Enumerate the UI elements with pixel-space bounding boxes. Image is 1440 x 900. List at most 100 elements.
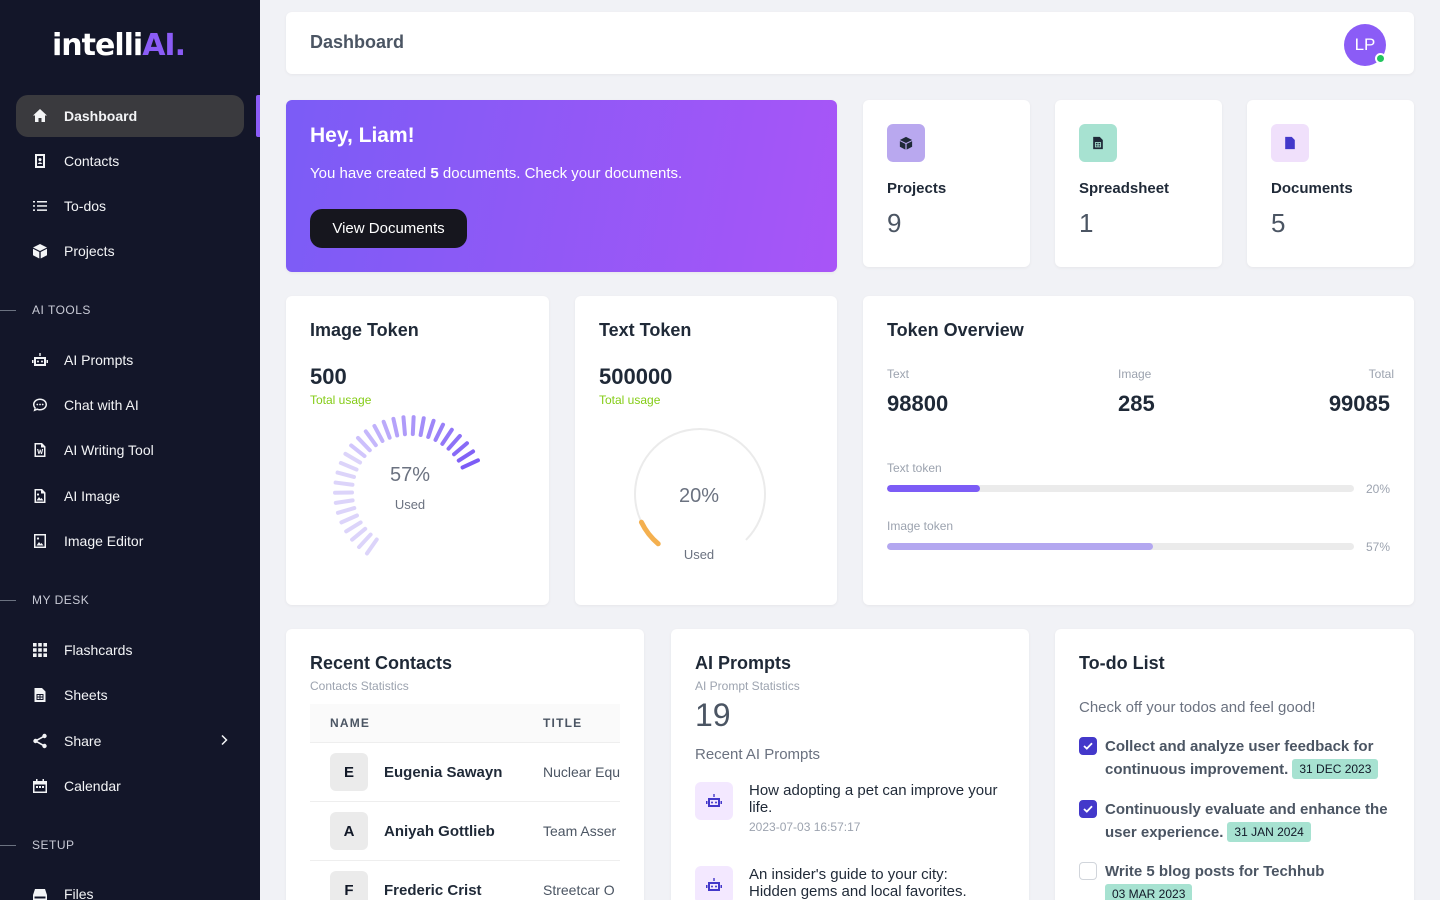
sidebar-item-files[interactable]: Files [16,873,244,900]
due-date-badge: 31 JAN 2024 [1227,822,1311,842]
sidebar-item-contacts[interactable]: Contacts [16,140,244,182]
recent-contacts-card: Recent Contacts Contacts Statistics NAME… [286,629,644,900]
todo-text: Write 5 blog posts for Techhub 03 MAR 202… [1105,860,1395,900]
logo-accent: AI. [142,28,186,63]
todo-item: Collect and analyze user feedback for co… [1079,735,1389,785]
progress-label: Text token [887,461,942,475]
chevron-right-icon [221,734,228,746]
gauge-segment [401,415,407,437]
sidebar-item-label: AI Writing Tool [64,442,154,458]
gauge-value-arc [638,519,661,547]
gauge-segment [363,429,378,448]
sidebar-item-label: To-dos [64,198,107,214]
table-row[interactable]: A Aniyah Gottlieb Team Asser [310,801,620,860]
sidebar-item-todos[interactable]: To-dos [16,185,244,227]
section-label: AI TOOLS [32,303,91,317]
stat-value: 1 [1079,208,1094,238]
sidebar-item-label: Flashcards [64,642,133,658]
gauge-segment [452,441,469,457]
avatar[interactable]: LP [1344,24,1386,66]
stat-card-documents[interactable]: Documents 5 [1247,100,1414,267]
stat-label: Projects [887,180,947,197]
document-icon [1271,124,1309,162]
gauge-segment [357,532,373,550]
todo-label: Write 5 blog posts for Techhub [1105,863,1325,880]
stat-card-spreadsheet[interactable]: Spreadsheet 1 [1055,100,1222,267]
todo-label: Collect and analyze user feedback for co… [1105,738,1374,778]
sidebar-item-ai-prompts[interactable]: AI Prompts [16,339,244,381]
page-title: Dashboard [310,32,405,52]
sidebar-item-ai-writing-tool[interactable]: AI Writing Tool [16,429,244,471]
robot-icon [695,866,733,900]
view-documents-button[interactable]: View Documents [310,209,467,248]
welcome-greeting: Hey, Liam! [310,124,415,147]
section-label: SETUP [32,838,75,852]
sidebar-item-flashcards[interactable]: Flashcards [16,629,244,671]
app-logo[interactable]: intelliAI. [52,28,186,63]
sidebar-item-calendar[interactable]: Calendar [16,765,244,807]
usage-label: Total usage [310,393,372,407]
prompt-item[interactable]: An insider's guide to your city: Hidden … [695,866,1005,900]
table-header: NAME TITLE [310,704,620,742]
section-heading-setup: SETUP [0,837,75,853]
sidebar-item-label: Share [64,733,102,749]
text-token-card: Text Token 500000 Total usage 20% Used [575,296,837,605]
gauge-segment [338,460,359,472]
todo-intro: Check off your todos and feel good! [1079,699,1316,716]
prompt-title: An insider's guide to your city: Hidden … [749,866,967,900]
sidebar-item-chat-with-ai[interactable]: Chat with AI [16,384,244,426]
sidebar-item-share[interactable]: Share [16,720,244,762]
overview-image-label: Image [1118,367,1152,381]
gauge-segment [344,520,363,534]
prompt-date: 2023-07-03 16:57:17 [749,820,861,834]
overview-image-value: 285 [1118,391,1155,416]
overview-total-value: 99085 [1328,391,1390,416]
todo-checkbox[interactable] [1079,862,1097,880]
progress-label: Image token [887,519,954,533]
gauge-segment [391,416,400,438]
stat-card-projects[interactable]: Projects 9 [863,100,1030,267]
document-count: 5 [430,165,439,182]
sidebar-item-label: Files [64,886,94,900]
table-row[interactable]: F Frederic Crist Streetcar O [310,860,620,900]
contact-initial: F [330,871,368,900]
gauge-segment [356,435,372,453]
sidebar-item-label: Dashboard [64,108,138,124]
usage-label: Total usage [599,393,661,407]
sidebar-item-image-editor[interactable]: Image Editor [16,520,244,562]
column-header-title: TITLE [543,716,583,730]
sidebar-item-projects[interactable]: Projects [16,230,244,272]
todo-label: Continuously evaluate and enhance the us… [1105,801,1388,841]
stat-value: 5 [1271,208,1286,238]
contact-title: Team Asser [543,823,617,839]
image-edit-icon [32,533,48,549]
message-suffix: documents. Check your documents. [438,165,683,182]
spreadsheet-icon [32,687,48,703]
gauge-segment [333,498,355,505]
contact-book-icon [32,153,48,169]
gauge-segment [335,506,357,515]
gauge-used-label: Used [683,547,715,562]
prompt-count: 19 [695,697,731,733]
sidebar-item-label: Contacts [64,153,120,169]
sidebar-item-dashboard[interactable]: Dashboard [16,95,244,137]
image-token-value: 500 [310,364,347,389]
section-divider [0,309,16,311]
sidebar-item-ai-image[interactable]: AI Image [16,475,244,517]
home-icon [32,108,48,124]
todo-checkbox[interactable] [1079,800,1097,818]
todo-checkbox[interactable] [1079,737,1097,755]
gauge-segment [349,443,367,459]
name-cell: E Eugenia Sawayn [310,753,543,791]
overview-text-value: 98800 [887,391,949,416]
online-status-dot [1375,53,1386,64]
table-row[interactable]: E Eugenia Sawayn Nuclear Equ [310,742,620,801]
card-subtitle: Contacts Statistics [310,679,409,693]
todo-text: Collect and analyze user feedback for co… [1105,735,1395,781]
sidebar-item-sheets[interactable]: Sheets [16,674,244,716]
section-label: MY DESK [32,593,90,607]
prompt-item[interactable]: How adopting a pet can improve your life… [695,782,1005,842]
gauge-segment [433,422,446,442]
progress-percent: 20% [1365,482,1390,496]
gauge-segment [343,451,363,465]
